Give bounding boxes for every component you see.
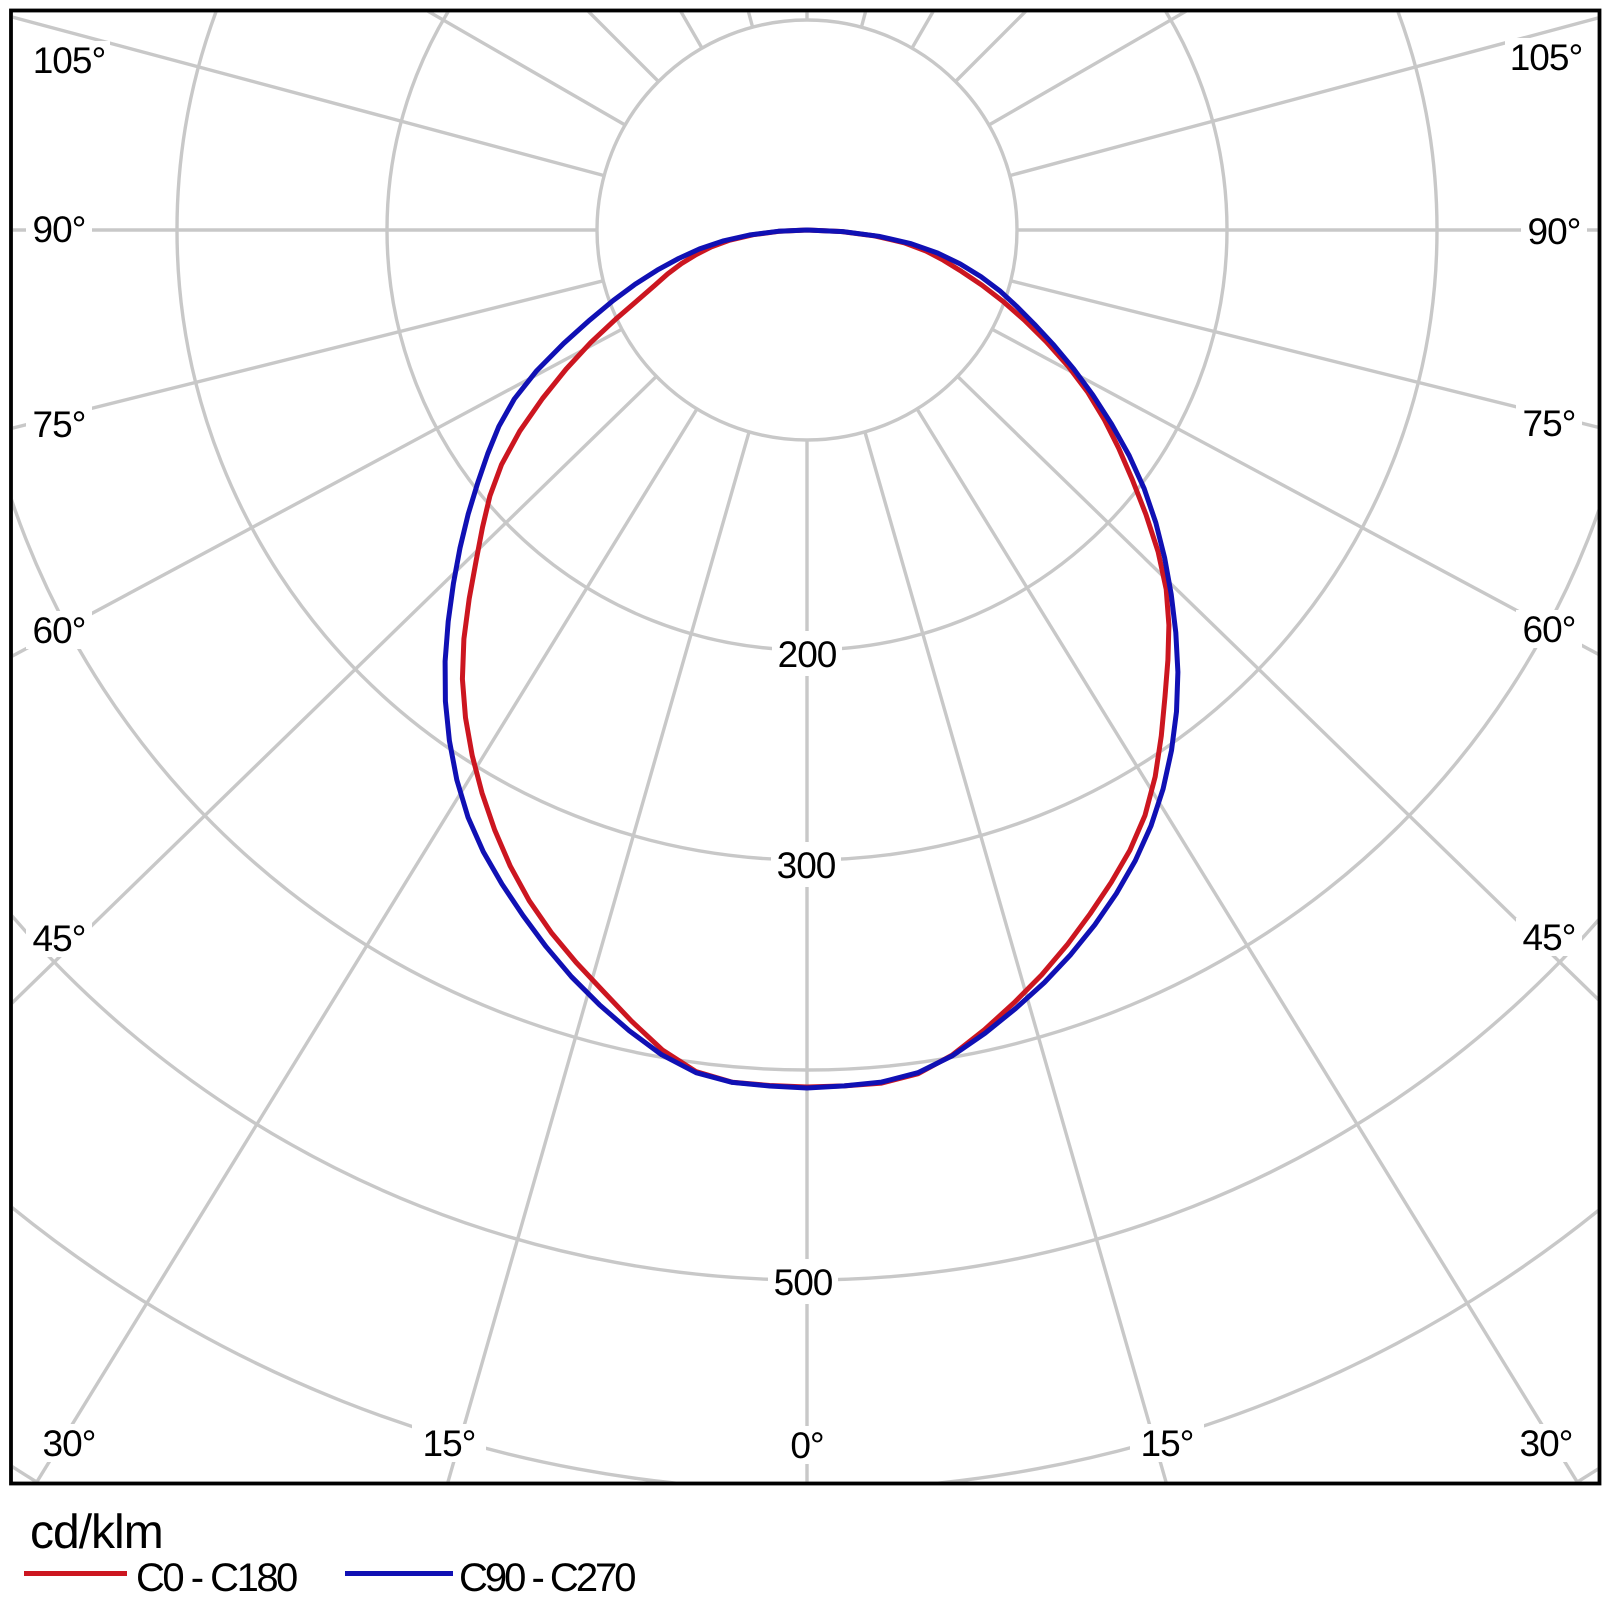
svg-text:C90 - C270: C90 - C270: [459, 1556, 635, 1600]
svg-text:60°: 60°: [1523, 609, 1576, 650]
svg-text:15°: 15°: [1141, 1423, 1194, 1464]
svg-text:30°: 30°: [1520, 1423, 1573, 1464]
svg-text:30°: 30°: [43, 1423, 96, 1464]
svg-text:105°: 105°: [33, 40, 106, 81]
svg-text:300: 300: [777, 845, 836, 886]
svg-text:0°: 0°: [790, 1425, 823, 1466]
svg-text:75°: 75°: [1523, 403, 1576, 444]
svg-text:90°: 90°: [1528, 211, 1581, 252]
svg-text:105°: 105°: [1510, 37, 1583, 78]
svg-text:60°: 60°: [33, 610, 86, 651]
svg-text:500: 500: [774, 1262, 833, 1303]
svg-text:15°: 15°: [423, 1423, 476, 1464]
svg-text:200: 200: [778, 634, 837, 675]
svg-text:45°: 45°: [33, 918, 86, 959]
svg-text:75°: 75°: [33, 404, 86, 445]
svg-text:cd/klm: cd/klm: [30, 1506, 163, 1559]
svg-text:45°: 45°: [1523, 917, 1576, 958]
svg-text:C0 - C180: C0 - C180: [136, 1556, 297, 1600]
svg-text:90°: 90°: [33, 209, 86, 250]
